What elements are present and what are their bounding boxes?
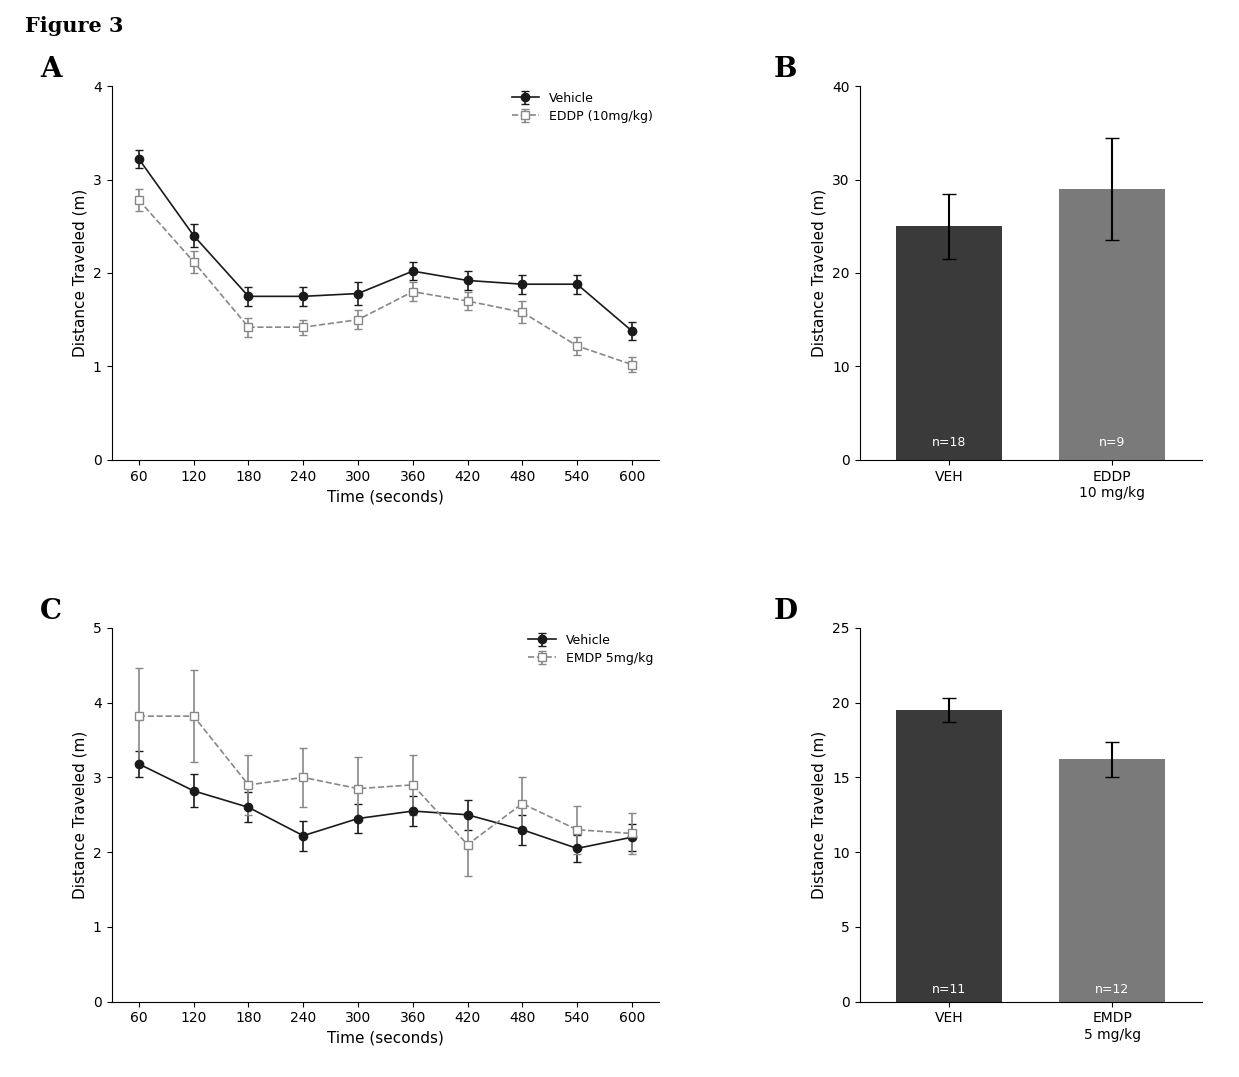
Bar — [896, 226, 1002, 460]
X-axis label: Time (seconds): Time (seconds) — [327, 489, 444, 504]
Legend: Vehicle, EMDP 5mg/kg: Vehicle, EMDP 5mg/kg — [528, 634, 653, 666]
Legend: Vehicle, EDDP (10mg/kg): Vehicle, EDDP (10mg/kg) — [512, 93, 653, 124]
Text: B: B — [774, 56, 797, 83]
Bar — [1059, 188, 1165, 460]
Text: Figure 3: Figure 3 — [25, 16, 123, 37]
Text: n=12: n=12 — [1095, 982, 1129, 995]
Bar — [1059, 759, 1165, 1002]
Text: n=9: n=9 — [1099, 435, 1125, 449]
Y-axis label: Distance Traveled (m): Distance Traveled (m) — [72, 730, 88, 899]
Text: D: D — [774, 598, 798, 625]
Y-axis label: Distance Traveled (m): Distance Traveled (m) — [812, 188, 826, 358]
Bar — [896, 710, 1002, 1002]
Text: A: A — [41, 56, 62, 83]
Text: n=18: n=18 — [932, 435, 966, 449]
X-axis label: Time (seconds): Time (seconds) — [327, 1031, 444, 1046]
Y-axis label: Distance Traveled (m): Distance Traveled (m) — [812, 730, 826, 899]
Text: C: C — [41, 598, 62, 625]
Y-axis label: Distance Traveled (m): Distance Traveled (m) — [72, 188, 88, 358]
Text: n=11: n=11 — [932, 982, 966, 995]
